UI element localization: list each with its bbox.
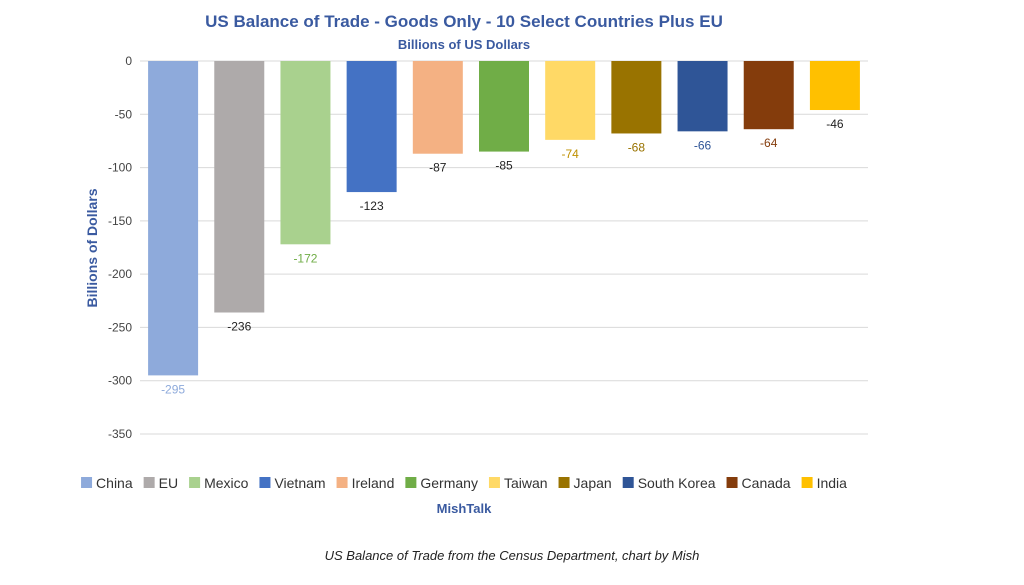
y-tick-labels: 0 -50 -100 -150 -200 -250 -300 -350	[108, 54, 132, 441]
legend-swatch	[81, 477, 93, 488]
bar-vietnam	[346, 61, 397, 193]
legend-swatch	[726, 477, 738, 488]
legend-item: Vietnam	[259, 475, 326, 491]
legend-item: Japan	[558, 475, 612, 491]
legend-label: Ireland	[352, 475, 395, 491]
legend-item: Germany	[405, 475, 478, 491]
y-tick-label: -50	[115, 107, 133, 121]
legend-label: EU	[159, 475, 178, 491]
y-tick-label: -300	[108, 374, 132, 388]
legend-label: China	[96, 475, 133, 491]
data-label: -295	[161, 382, 185, 396]
legend-label: Germany	[420, 475, 478, 491]
legend-item: Taiwan	[488, 475, 548, 491]
data-label: -87	[429, 161, 447, 175]
bar-germany	[479, 61, 529, 152]
x-axis-title: MishTalk	[437, 501, 492, 516]
legend-label: India	[817, 475, 848, 491]
legend-label: South Korea	[638, 475, 716, 491]
y-tick-label: -150	[108, 214, 132, 228]
legend-swatch	[259, 477, 271, 488]
data-label: -172	[293, 251, 317, 265]
chart-caption: US Balance of Trade from the Census Depa…	[324, 548, 700, 563]
data-label: -85	[495, 159, 513, 173]
data-label: -64	[760, 136, 778, 150]
legend-item: South Korea	[622, 475, 716, 491]
bar-south-korea	[677, 61, 728, 132]
chart-title: US Balance of Trade - Goods Only - 10 Se…	[205, 12, 723, 31]
data-label: -66	[694, 138, 712, 152]
legend-label: Mexico	[204, 475, 249, 491]
bar-ireland	[412, 61, 463, 154]
y-tick-label: 0	[125, 54, 132, 68]
data-labels: -295 -236 -172 -123 -87 -85 -74 -68 -66 -64 -46	[161, 117, 844, 396]
legend-label: Japan	[574, 475, 612, 491]
bar-canada	[743, 61, 794, 130]
bar-india	[809, 61, 860, 111]
chart-subtitle: Billions of US Dollars	[398, 37, 530, 52]
chart-area: US Balance of Trade - Goods Only - 10 Se…	[81, 12, 868, 516]
bar-mexico	[280, 61, 331, 245]
legend-item: India	[801, 475, 848, 491]
legend-swatch	[405, 477, 417, 488]
legend-item: Canada	[726, 475, 791, 491]
bar-chart: US Balance of Trade - Goods Only - 10 Se…	[81, 12, 868, 516]
y-axis-title: Billions of Dollars	[84, 188, 100, 307]
legend-label: Canada	[742, 475, 791, 491]
legend: China EU Mexico Vietnam Ireland Germany Taiwan…	[81, 475, 847, 491]
legend-swatch	[189, 477, 201, 488]
bar-china	[148, 61, 199, 376]
y-tick-label: -250	[108, 320, 132, 334]
data-label: -236	[227, 320, 251, 334]
legend-item: EU	[143, 475, 178, 491]
y-tick-label: -100	[108, 161, 132, 175]
data-label: -74	[562, 147, 580, 161]
legend-label: Taiwan	[504, 475, 548, 491]
bar-eu	[214, 61, 265, 313]
data-label: -123	[360, 199, 384, 213]
legend-item: Ireland	[336, 475, 395, 491]
bar-taiwan	[545, 61, 596, 140]
legend-label: Vietnam	[274, 475, 325, 491]
legend-item: Mexico	[189, 475, 249, 491]
y-tick-label: -350	[108, 427, 132, 441]
legend-swatch	[801, 477, 813, 488]
legend-swatch	[336, 477, 348, 488]
legend-swatch	[622, 477, 634, 488]
bars	[148, 61, 860, 376]
y-tick-label: -200	[108, 267, 132, 281]
legend-swatch	[488, 477, 500, 488]
data-label: -46	[826, 117, 844, 131]
legend-item: China	[81, 475, 133, 491]
legend-swatch	[558, 477, 570, 488]
legend-swatch	[143, 477, 155, 488]
bar-japan	[611, 61, 662, 134]
data-label: -68	[628, 140, 646, 154]
